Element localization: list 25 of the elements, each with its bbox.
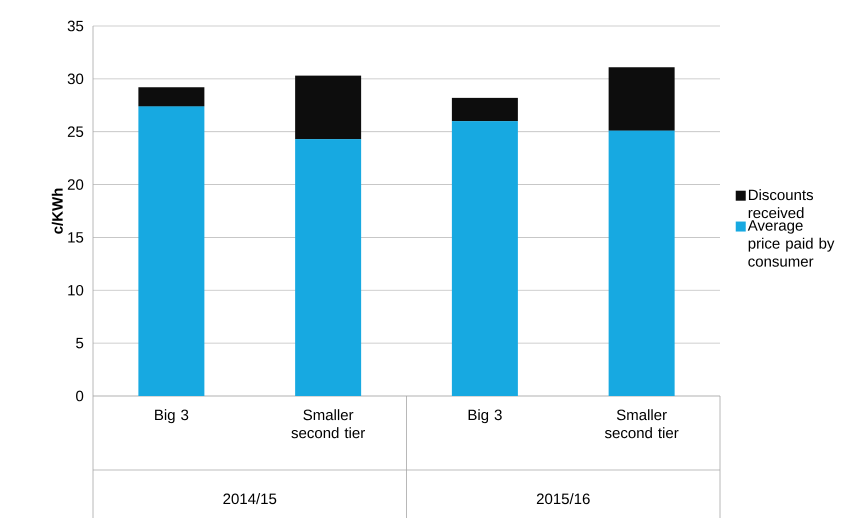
bar: [608, 67, 675, 131]
y-tick-label: 0: [76, 390, 84, 402]
bar: [138, 87, 204, 106]
x-tick-label: Big 3: [468, 409, 502, 424]
y-tick-label: 30: [68, 74, 84, 84]
bar: [138, 106, 204, 396]
bar: [295, 76, 362, 140]
bar: [295, 139, 362, 396]
x-tick-label: Big 3: [155, 409, 188, 424]
text: 2014/15: [223, 493, 276, 504]
y-tick-label: 25: [68, 126, 84, 138]
y-tick-label: 15: [68, 232, 84, 243]
y-tick-label: 10: [68, 284, 84, 296]
text: 2015/16: [536, 493, 590, 504]
legend-label: Average price paid by consumer: [748, 220, 834, 267]
legend-label: Discounts received: [748, 189, 814, 218]
y-tick-label: 35: [68, 20, 84, 32]
bar: [452, 121, 518, 396]
bar: [452, 98, 518, 122]
y-axis-title: c/KWh: [52, 188, 63, 234]
bar: [608, 130, 675, 396]
y-tick-label: 5: [76, 338, 84, 348]
x-tick-label: Smaller second tier: [604, 409, 678, 438]
y-tick-label: 20: [68, 179, 84, 190]
x-tick-label: Smaller second tier: [291, 409, 365, 438]
